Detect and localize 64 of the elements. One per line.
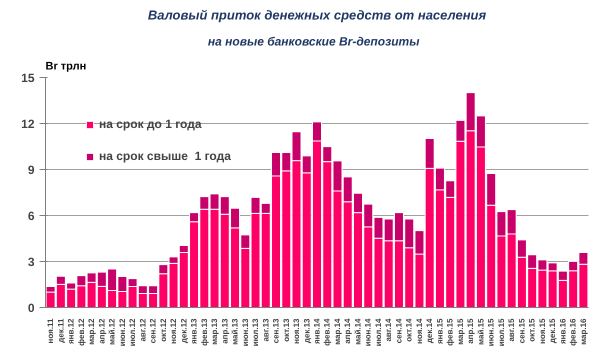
x-tick-label: янв.13 — [190, 318, 199, 344]
x-tick-label: сен.12 — [148, 318, 158, 344]
y-tick-label: 6 — [28, 209, 35, 223]
x-tick-label: окт.13 — [282, 318, 291, 342]
x-tick-label: ноя.14 — [414, 318, 424, 344]
x-tick-label: июл.15 — [496, 318, 506, 346]
x-tick-label: фев.16 — [568, 318, 578, 346]
x-tick-label: ноя.13 — [292, 318, 302, 344]
x-tick-label: май.15 — [476, 318, 486, 345]
x-tick-label: дек.13 — [302, 318, 312, 344]
y-tick-label: 12 — [21, 117, 35, 131]
x-tick-label: сен.15 — [517, 318, 526, 344]
x-tick-label: авг.15 — [507, 318, 516, 342]
x-tick-label: мар.14 — [332, 318, 342, 345]
x-tick-label: апр.14 — [343, 318, 352, 344]
chart-title: Валовый приток денежных средств от населения — [148, 8, 486, 22]
x-tick-label: апр.12 — [97, 318, 106, 344]
x-tick-label: мар.15 — [456, 318, 465, 345]
x-tick-label: май.12 — [108, 318, 117, 345]
chart-subtitle: на новые банковские Br-депозиты — [208, 34, 420, 48]
y-tick-label: 9 — [28, 163, 35, 177]
x-tick-label: мар.13 — [210, 318, 220, 345]
y-tick-label: 15 — [21, 71, 35, 85]
x-tick-label: дек.14 — [425, 318, 434, 344]
legend-label: на срок свыше 1 года — [99, 149, 231, 163]
y-axis-title: Br трлн — [46, 60, 86, 72]
x-tick-label: дек.15 — [548, 318, 558, 344]
x-tick-label: июн.15 — [486, 318, 496, 346]
x-tick-label: ноя.15 — [538, 318, 547, 344]
x-tick-label: авг.14 — [384, 318, 394, 342]
x-tick-label: апр.15 — [466, 318, 476, 344]
x-tick-label: июн.12 — [118, 318, 127, 346]
x-tick-label: авг.12 — [138, 318, 148, 342]
x-tick-label: июл.12 — [128, 318, 138, 346]
x-tick-label: сен.13 — [272, 318, 281, 344]
x-tick-label: дек.11 — [56, 318, 66, 343]
x-tick-label: ноя.12 — [169, 318, 178, 344]
x-tick-label: ноя.11 — [46, 318, 56, 344]
x-tick-label: янв.15 — [435, 318, 444, 344]
x-tick-label: июн.13 — [240, 318, 250, 346]
x-tick-label: янв.14 — [312, 318, 322, 344]
x-tick-label: фев.13 — [200, 318, 209, 346]
x-tick-label: мар.12 — [87, 318, 96, 345]
legend-label: на срок до 1 года — [99, 117, 202, 131]
x-tick-label: дек.12 — [179, 318, 188, 344]
x-tick-label: июл.13 — [251, 318, 260, 346]
x-tick-label: авг.13 — [261, 318, 270, 342]
x-tick-label: июл.14 — [374, 318, 383, 346]
x-tick-label: май.14 — [353, 318, 362, 345]
x-tick-label: окт.14 — [404, 318, 414, 342]
y-tick-label: 0 — [28, 301, 35, 315]
x-tick-label: май.13 — [230, 318, 240, 345]
x-tick-label: янв.16 — [558, 318, 568, 344]
x-tick-label: окт.15 — [528, 318, 537, 342]
x-tick-label: фев.15 — [446, 318, 455, 346]
x-tick-label: окт.12 — [158, 318, 168, 342]
x-tick-label: фев.14 — [322, 318, 332, 346]
x-tick-label: апр.13 — [220, 318, 230, 344]
x-tick-label: сен.14 — [394, 318, 404, 344]
x-tick-label: фев.12 — [76, 318, 86, 346]
x-tick-label: июн.14 — [364, 318, 373, 346]
y-tick-label: 3 — [28, 255, 35, 269]
x-tick-label: мар.16 — [578, 318, 588, 345]
x-tick-label: янв.12 — [66, 318, 76, 344]
